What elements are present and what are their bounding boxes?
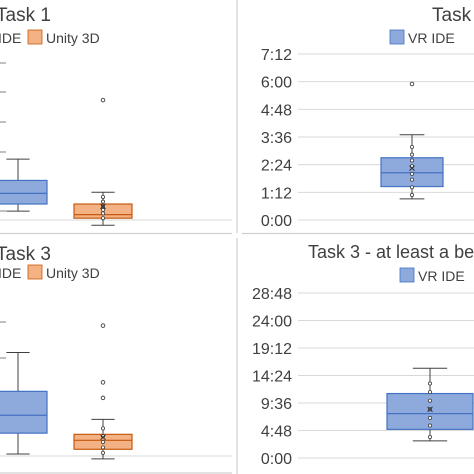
data-point bbox=[101, 445, 106, 450]
legend: IDE Unity 3D bbox=[0, 264, 100, 281]
y-tick-label: 9:36 bbox=[261, 396, 292, 413]
data-point bbox=[101, 216, 106, 221]
data-point bbox=[101, 199, 106, 204]
data-point bbox=[427, 415, 432, 420]
box-series-unity-3d bbox=[73, 323, 133, 460]
data-point bbox=[409, 144, 414, 149]
legend-label-vr: VR IDE bbox=[418, 268, 465, 284]
y-tick-label: 19:12 bbox=[252, 341, 292, 358]
outlier-point bbox=[100, 380, 106, 385]
data-point bbox=[409, 158, 414, 163]
data-point bbox=[427, 390, 432, 395]
box-series-vr-ide bbox=[386, 367, 474, 442]
chart-title: Task 3 - at least a be bbox=[308, 242, 474, 262]
data-point bbox=[101, 450, 106, 455]
data-point bbox=[101, 426, 106, 431]
outlier-point bbox=[100, 323, 106, 328]
legend: IDE Unity 3D bbox=[0, 29, 100, 46]
data-point bbox=[101, 194, 106, 199]
y-tick-label: 0:00 bbox=[261, 451, 292, 468]
chart-panel-task3-at-least-vr: Task 3 - at least a be VR IDE 28:48 24:00… bbox=[252, 242, 474, 468]
legend-swatch-unity bbox=[27, 29, 43, 45]
data-point bbox=[427, 434, 432, 439]
chart-title: Task 3 bbox=[0, 244, 51, 265]
y-tick-label: 24:00 bbox=[252, 314, 292, 331]
legend-label-vr: VR IDE bbox=[408, 30, 455, 46]
y-tick-label: 14:24 bbox=[252, 369, 292, 386]
mean-marker bbox=[100, 434, 106, 441]
legend-label-vr: IDE bbox=[0, 265, 21, 281]
data-point bbox=[409, 177, 414, 182]
mean-marker bbox=[427, 406, 433, 413]
plot-area: 7:12 6:00 4:48 3:36 2:24 1:12 0:00 bbox=[261, 47, 474, 230]
data-point bbox=[409, 152, 414, 157]
plot-area bbox=[0, 62, 232, 226]
data-point bbox=[427, 423, 432, 428]
outlier-point bbox=[100, 395, 106, 401]
mean-marker bbox=[100, 203, 106, 210]
y-tick-label: 28:48 bbox=[252, 286, 292, 303]
data-point bbox=[427, 381, 432, 386]
plot-area bbox=[0, 321, 232, 460]
chart-title: Task 1 bbox=[0, 5, 51, 26]
chart-panel-task1-vr-vs-unity: Task 1 IDE Unity 3D bbox=[0, 5, 232, 226]
data-point bbox=[427, 398, 432, 403]
box-series-unity-3d bbox=[73, 97, 133, 226]
y-tick-label: 4:48 bbox=[261, 102, 292, 119]
outlier-point bbox=[409, 81, 415, 87]
y-tick-label: 4:48 bbox=[261, 424, 292, 441]
chart-panel-task3-vr-vs-unity: Task 3 IDE Unity 3D bbox=[0, 244, 232, 460]
plot-area: 28:48 24:00 19:12 14:24 9:36 4:48 0:00 bbox=[252, 286, 474, 468]
box-iqr bbox=[0, 390, 48, 434]
legend-swatch-vr bbox=[399, 267, 415, 283]
box-series-vr-ide bbox=[380, 81, 444, 200]
legend: VR IDE bbox=[399, 267, 465, 284]
chart-panel-task1-vr: Task 1 VR IDE 7:12 6:00 4:48 3:36 2:24 1:12 0:… bbox=[261, 5, 474, 230]
box-series-vr-ide bbox=[0, 158, 48, 212]
y-tick-label: 7:12 bbox=[261, 47, 292, 64]
legend: VR IDE bbox=[389, 29, 455, 46]
legend-label-unity: Unity 3D bbox=[46, 265, 100, 281]
data-point bbox=[101, 211, 106, 216]
legend-label-unity: Unity 3D bbox=[46, 30, 100, 46]
data-point bbox=[101, 440, 106, 445]
data-point bbox=[409, 193, 414, 198]
data-point bbox=[101, 207, 106, 212]
chart-title: Task 1 bbox=[432, 5, 474, 26]
y-tick-label: 3:36 bbox=[261, 130, 292, 147]
box-iqr bbox=[0, 179, 48, 205]
y-tick-label: 1:12 bbox=[261, 185, 292, 202]
mean-marker bbox=[409, 165, 415, 171]
outlier-point bbox=[100, 97, 106, 103]
data-point bbox=[409, 171, 414, 176]
y-tick-label: 2:24 bbox=[261, 158, 292, 175]
data-point bbox=[409, 185, 414, 190]
legend-label-vr: IDE bbox=[0, 30, 21, 46]
y-tick-label: 6:00 bbox=[261, 75, 292, 92]
legend-swatch-vr bbox=[389, 29, 405, 45]
legend-swatch-unity bbox=[27, 264, 43, 280]
y-tick-label: 0:00 bbox=[261, 213, 292, 230]
box-series-vr-ide bbox=[0, 352, 48, 455]
